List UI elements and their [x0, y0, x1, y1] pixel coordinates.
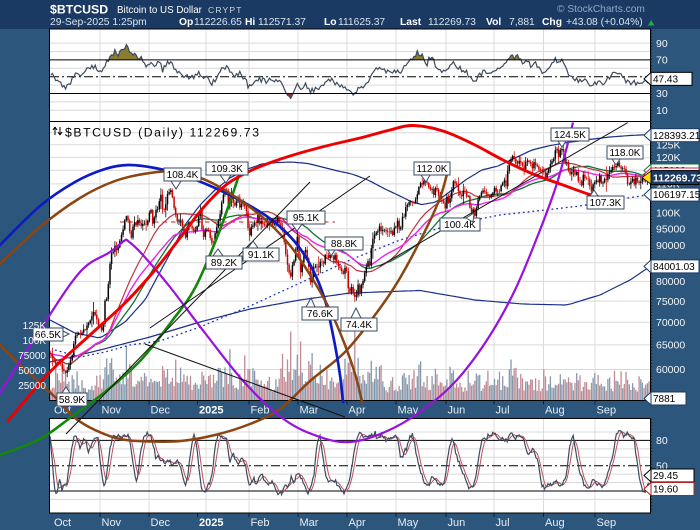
svg-text:125K: 125K [23, 321, 47, 332]
svg-text:Op: Op [179, 17, 193, 28]
svg-text:Nov: Nov [102, 405, 122, 417]
svg-text:80: 80 [656, 435, 668, 447]
svg-text:10: 10 [656, 105, 668, 117]
svg-text:Oct: Oct [54, 517, 71, 529]
svg-text:Hi: Hi [245, 17, 255, 28]
svg-text:111625.37: 111625.37 [338, 17, 385, 28]
svg-text:19.60: 19.60 [653, 485, 678, 496]
svg-text:120K: 120K [656, 152, 681, 164]
svg-text:100K: 100K [656, 208, 681, 220]
svg-text:May: May [398, 517, 419, 529]
svg-text:124.5K: 124.5K [554, 130, 586, 141]
svg-text:29-Sep-2025 1:25pm: 29-Sep-2025 1:25pm [50, 17, 147, 28]
svg-text:Feb: Feb [251, 405, 270, 417]
svg-text:65000: 65000 [656, 340, 685, 352]
svg-text:Lo: Lo [324, 17, 337, 28]
svg-text:100K: 100K [23, 336, 47, 347]
svg-text:74.4K: 74.4K [346, 320, 372, 331]
svg-text:80000: 80000 [656, 276, 685, 288]
svg-text:29.45: 29.45 [653, 471, 678, 482]
svg-text:108.4K: 108.4K [167, 170, 199, 181]
svg-text:125K: 125K [656, 139, 681, 151]
svg-text:$BTCUSD: $BTCUSD [50, 2, 108, 16]
svg-text:Apr: Apr [349, 405, 366, 417]
svg-text:107.3K: 107.3K [590, 198, 622, 209]
svg-text:90: 90 [656, 38, 668, 50]
svg-text:112269.73: 112269.73 [428, 17, 476, 28]
svg-text:Feb: Feb [251, 517, 270, 529]
svg-text:Jul: Jul [496, 517, 510, 529]
svg-text:118.0K: 118.0K [610, 148, 641, 159]
svg-text:112.0K: 112.0K [417, 164, 448, 175]
svg-text:76.6K: 76.6K [307, 309, 333, 320]
svg-text:50000: 50000 [18, 366, 46, 377]
svg-text:112226.65: 112226.65 [194, 17, 242, 28]
svg-text:Dec: Dec [151, 517, 171, 529]
svg-text:Jun: Jun [448, 405, 466, 417]
svg-text:112571.37: 112571.37 [258, 17, 306, 28]
svg-text:Sep: Sep [597, 517, 617, 529]
svg-text:7881: 7881 [653, 394, 676, 405]
svg-text:+43.08 (+0.04%): +43.08 (+0.04%) [566, 17, 643, 28]
svg-text:66.5K: 66.5K [35, 330, 61, 341]
svg-text:2025: 2025 [199, 517, 223, 529]
svg-text:106197.15: 106197.15 [653, 190, 700, 201]
svg-text:100.4K: 100.4K [444, 220, 476, 231]
svg-text:Bitcoin to US Dollar: Bitcoin to US Dollar [117, 5, 203, 16]
svg-text:Chg: Chg [542, 17, 562, 28]
svg-text:30: 30 [656, 88, 668, 100]
svg-text:Jul: Jul [496, 405, 510, 417]
svg-text:Aug: Aug [545, 405, 565, 417]
svg-text:Sep: Sep [597, 405, 617, 417]
svg-text:May: May [398, 405, 419, 417]
svg-text:60000: 60000 [656, 364, 685, 376]
svg-text:Aug: Aug [545, 517, 565, 529]
svg-text:70: 70 [656, 55, 668, 67]
svg-text:CRYPT: CRYPT [208, 5, 243, 15]
svg-text:Nov: Nov [102, 517, 122, 529]
svg-text:90000: 90000 [656, 240, 685, 252]
svg-text:75000: 75000 [656, 296, 685, 308]
svg-text:89.2K: 89.2K [211, 258, 237, 269]
svg-text:75000: 75000 [18, 351, 46, 362]
svg-text:84001.03: 84001.03 [653, 262, 695, 273]
svg-text:Apr: Apr [349, 517, 366, 529]
svg-text:95.1K: 95.1K [293, 213, 319, 224]
svg-text:128393.21: 128393.21 [653, 131, 700, 142]
svg-text:Oct: Oct [54, 405, 71, 417]
svg-text:Mar: Mar [300, 517, 319, 529]
svg-text:112269.73: 112269.73 [653, 172, 700, 184]
svg-text:Mar: Mar [300, 405, 319, 417]
svg-text:58.9K: 58.9K [59, 395, 85, 406]
svg-text:Jun: Jun [448, 517, 466, 529]
svg-text:7,881: 7,881 [509, 17, 535, 28]
svg-text:© StockCharts.com: © StockCharts.com [557, 4, 645, 15]
svg-text:$BTCUSD (Daily) 112269.73: $BTCUSD (Daily) 112269.73 [65, 126, 261, 140]
svg-text:25000: 25000 [18, 381, 46, 392]
svg-text:109.3K: 109.3K [211, 164, 243, 175]
svg-text:91.1K: 91.1K [248, 250, 274, 261]
svg-text:88.8K: 88.8K [331, 239, 357, 250]
svg-text:70000: 70000 [656, 317, 685, 329]
svg-text:50: 50 [656, 460, 668, 472]
svg-text:2025: 2025 [199, 405, 223, 417]
svg-text:Dec: Dec [151, 405, 171, 417]
svg-text:Last: Last [400, 17, 422, 28]
svg-text:47.43: 47.43 [653, 74, 678, 85]
svg-text:95000: 95000 [656, 223, 685, 235]
svg-text:Vol: Vol [486, 17, 501, 28]
